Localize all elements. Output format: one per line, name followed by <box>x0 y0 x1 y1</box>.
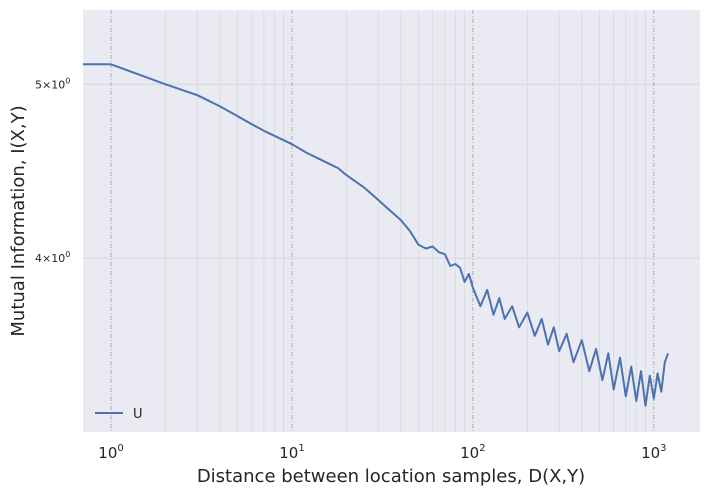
x-axis-title: Distance between location samples, D(X,Y… <box>197 466 585 487</box>
series-line-u <box>83 63 670 407</box>
x-tick-label: 103 <box>641 443 666 462</box>
grid-layer <box>83 10 700 432</box>
legend: U <box>95 407 143 422</box>
x-tick-label: 100 <box>98 443 123 462</box>
tick-layer: 100 101 102 103 4×100 5×100 <box>35 76 667 462</box>
y-tick-label: 4×100 <box>35 250 70 265</box>
x-tick-label: 101 <box>279 443 304 462</box>
y-axis-title: Mutual Information, I(X,Y) <box>8 105 29 336</box>
series-layer <box>83 63 670 407</box>
legend-label-u: U <box>133 407 143 422</box>
y-tick-label: 5×100 <box>35 76 70 91</box>
x-tick-label: 102 <box>460 443 485 462</box>
plot-area <box>83 10 700 432</box>
